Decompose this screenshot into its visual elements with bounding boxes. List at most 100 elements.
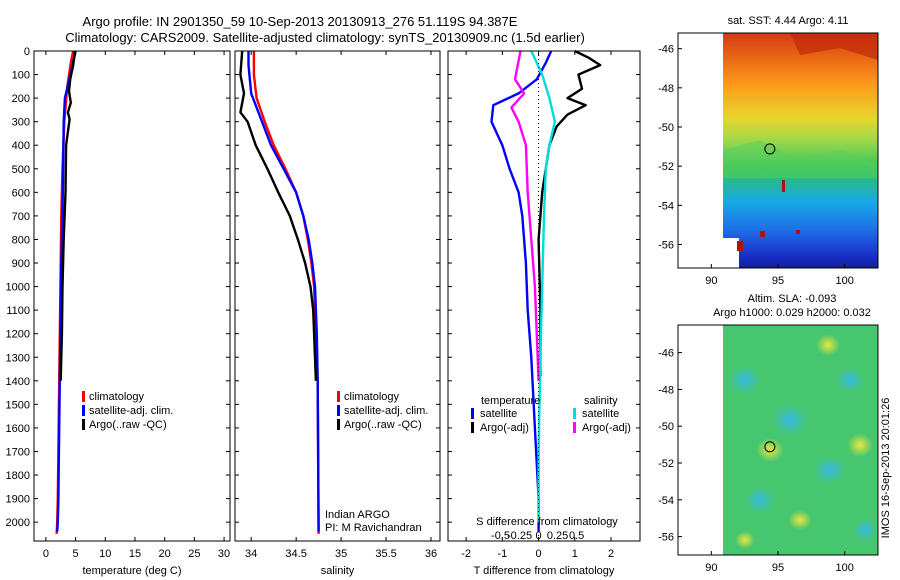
x-tick-label: 35 (335, 548, 347, 560)
x-tick-label: 5 (73, 548, 79, 560)
secondary-x-tick-label: 0.25 (547, 530, 568, 542)
sla-map-low (814, 456, 846, 484)
argo-location-marker (764, 143, 776, 155)
temperature-panel: 0100200300400500600700800900100011001200… (6, 46, 231, 577)
y-tick-label: 1700 (6, 446, 30, 458)
legend-swatch (471, 408, 474, 419)
sla-map-low (729, 366, 761, 394)
x-tick-label: 34.5 (285, 548, 306, 560)
sla-map-high (816, 334, 840, 356)
sst-map-axes: 90 95 100 -46 -48 -50 -52 -54 -56 (658, 32, 879, 287)
salinity-annotation: PI: M Ravichandran (325, 522, 422, 534)
sla-map-low (745, 487, 775, 513)
map-y-tick-label: -52 (658, 458, 674, 470)
y-tick-label: 1600 (6, 423, 30, 435)
x-tick-label: 20 (159, 548, 171, 560)
map-x-tick-label: 100 (835, 562, 853, 574)
legend-swatch (337, 405, 340, 416)
panel-frame (33, 50, 231, 542)
sla-map-high (788, 510, 812, 530)
sst-map-dark-cell (782, 180, 785, 192)
series-line-argo-raw-qc- (239, 50, 318, 381)
secondary-x-tick-label: -0.25 (507, 530, 532, 542)
sla-map-low (836, 368, 864, 392)
legend-label: satellite-adj. clim. (89, 405, 173, 417)
y-tick-label: 1000 (6, 282, 30, 294)
legend-label: satellite (480, 408, 517, 420)
sla-map-high (847, 433, 873, 457)
y-tick-label: 700 (12, 211, 30, 223)
legend-label: Argo(-adj) (582, 422, 631, 434)
map-y-tick-label: -52 (658, 161, 674, 173)
x-tick-label: 35.5 (375, 548, 396, 560)
sst-map-title: sat. SST: 4.44 Argo: 4.11 (728, 15, 849, 27)
y-tick-label: 200 (12, 93, 30, 105)
x-tick-label: 0 (43, 548, 49, 560)
series-line-t-argo-adj- (537, 49, 602, 377)
side-timestamp-label: IMOS 16-Sep-2013 20:01:26 (880, 398, 892, 539)
x-tick-label: 25 (188, 548, 200, 560)
series-line-t-satellite (490, 50, 553, 532)
map-x-tick-label: 95 (772, 275, 784, 287)
map-y-tick-label: -54 (658, 200, 674, 212)
x-tick-label: -1 (497, 548, 507, 560)
y-tick-label: 600 (12, 187, 30, 199)
legend-swatch (573, 408, 576, 419)
sla-map-high (756, 438, 784, 462)
sla-map-title-line2: Argo h1000: 0.029 h2000: 0.032 (713, 307, 871, 319)
x-axis-label: T difference from climatology (474, 565, 615, 577)
x-tick-label: 30 (218, 548, 230, 560)
panel-frame (447, 50, 641, 542)
sst-map-land-mask (723, 238, 739, 268)
x-axis-label: salinity (321, 565, 355, 577)
y-tick-label: 1200 (6, 329, 30, 341)
argo-location-marker (764, 441, 776, 453)
y-tick-label: 1300 (6, 352, 30, 364)
series-line-s-argo-adj- (510, 50, 540, 381)
map-y-tick-label: -46 (658, 44, 674, 56)
sla-map-low (772, 404, 808, 436)
legend-swatch (82, 419, 85, 430)
x-axis-label: temperature (deg C) (82, 565, 181, 577)
figure-title-line2: Climatology: CARS2009. Satellite-adjuste… (65, 30, 585, 45)
legend-swatch (573, 422, 576, 433)
sst-map-warm-patch (723, 33, 878, 60)
sla-map-low (853, 518, 877, 542)
secondary-x-tick-label: 0.5 (569, 530, 584, 542)
legend-swatch (82, 405, 85, 416)
series-line-satellite-adj-clim- (247, 51, 320, 532)
secondary-x-tick-label: -0.5 (491, 530, 510, 542)
figure-title-line1: Argo profile: IN 2901350_59 10-Sep-2013 … (83, 14, 518, 29)
legend-swatch (337, 419, 340, 430)
sst-map-dark-cell (796, 230, 800, 234)
sst-map-dark-cell (737, 241, 743, 251)
series-line-s-satellite (530, 50, 557, 523)
map-x-tick-label: 95 (772, 562, 784, 574)
map-x-tick-label: 100 (835, 275, 853, 287)
panel-frame (234, 50, 441, 542)
salinity-panel: 34 34.5 35 35.5 36 salinity climatology satelli… (234, 50, 441, 577)
legend-label: Argo(-adj) (480, 422, 529, 434)
y-tick-label: 2000 (6, 517, 30, 529)
y-tick-label: 1800 (6, 470, 30, 482)
legend-label: satellite (582, 408, 619, 420)
secondary-x-tick-label: 0 (536, 530, 542, 542)
x-tick-label: 1 (572, 548, 578, 560)
x-tick-label: 34 (245, 548, 257, 560)
x-tick-label: 10 (99, 548, 111, 560)
x-tick-label: 0 (536, 548, 542, 560)
x-tick-label: 36 (425, 548, 437, 560)
legend-swatch (337, 391, 340, 402)
y-tick-label: 100 (12, 70, 30, 82)
y-tick-label: 900 (12, 258, 30, 270)
difference-panel: -2 -1 0 1 2 T difference from climatology temp… (447, 49, 641, 577)
map-y-tick-label: -48 (658, 384, 674, 396)
legend-label: climatology (89, 391, 145, 403)
sst-map (723, 33, 878, 268)
y-tick-label: 500 (12, 164, 30, 176)
legend-swatch (471, 422, 474, 433)
salinity-annotation: Indian ARGO (325, 509, 390, 521)
secondary-x-axis-label: S difference from climatology (476, 516, 618, 528)
map-x-tick-label: 90 (705, 562, 717, 574)
